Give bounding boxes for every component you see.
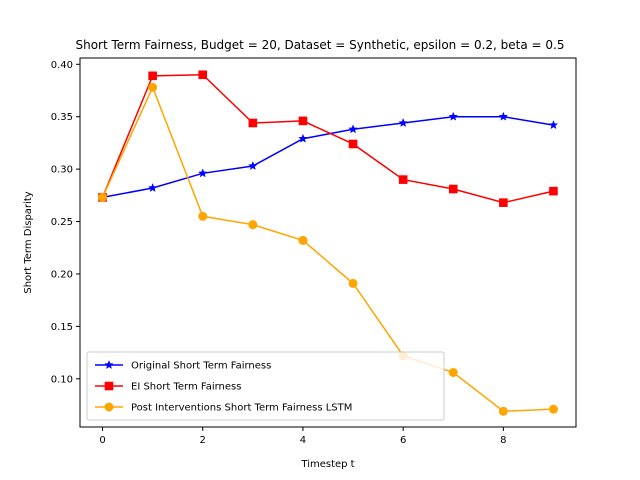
data-point [498,111,509,121]
legend-item: Original Short Term Fairness [95,359,271,372]
y-tick-label: 0.15 [51,322,73,333]
data-point [298,133,308,143]
data-point [548,120,559,130]
y-axis: 0.10 0.15 0.20 0.25 0.30 0.35 0.40 [51,60,80,385]
legend: Original Short Term Fairness EI Short Ter… [86,351,445,421]
data-point [248,118,258,128]
series-line [101,74,554,204]
x-axis-title: Timestep t [300,459,354,470]
data-point [148,71,157,81]
data-point [348,278,358,288]
data-point [448,367,458,377]
y-tick-label: 0.10 [51,374,73,385]
y-tick-label: 0.20 [51,269,73,280]
x-tick-label: 2 [200,435,206,446]
data-point [348,139,358,149]
data-point [498,406,508,416]
y-tick-label: 0.35 [51,112,73,123]
data-point [448,111,459,121]
x-tick-label: 4 [300,435,306,446]
series-line [102,115,554,199]
legend-label: Post Interventions Short Term Fairness L… [131,403,352,414]
x-tick-label: 6 [400,435,406,446]
y-tick-label: 0.25 [51,217,73,228]
y-tick-label: 0.30 [51,165,73,176]
data-point [548,404,558,414]
chart-title: Short Term Fairness, Budget = 20, Datase… [75,38,564,52]
data-point [197,168,208,178]
legend-marker [104,402,114,412]
series-2 [98,70,558,207]
series-line [101,85,554,413]
legend-marker [104,359,114,370]
data-point [198,211,208,221]
legend-item: Post Interventions Short Term Fairness L… [95,402,352,414]
data-point [499,198,508,207]
data-point [248,160,258,171]
legend-label: EI Short Term Fairness [131,382,241,393]
plot-frame [79,57,577,428]
data-point [148,82,158,92]
data-point [398,175,408,184]
data-point [298,116,308,126]
data-point [98,192,108,202]
x-axis: 0 2 4 6 8 [99,427,507,446]
data-point [248,220,258,230]
y-tick-label: 0.40 [51,60,73,71]
legend-marker [104,381,114,391]
data-point [398,117,408,128]
x-tick-label: 8 [500,435,506,446]
series-layer [97,70,559,416]
x-tick-label: 0 [99,435,105,446]
y-axis-title: Short Term Disparity [23,191,34,293]
data-point [348,124,358,134]
data-point [147,182,158,193]
data-point [549,186,558,196]
data-point [198,70,208,80]
series-1 [97,111,559,202]
legend-box [86,351,445,421]
data-point [298,235,308,245]
data-point [448,184,458,194]
legend-label: Original Short Term Fairness [131,361,271,372]
series-3 [98,82,558,416]
legend-item: EI Short Term Fairness [95,382,241,393]
